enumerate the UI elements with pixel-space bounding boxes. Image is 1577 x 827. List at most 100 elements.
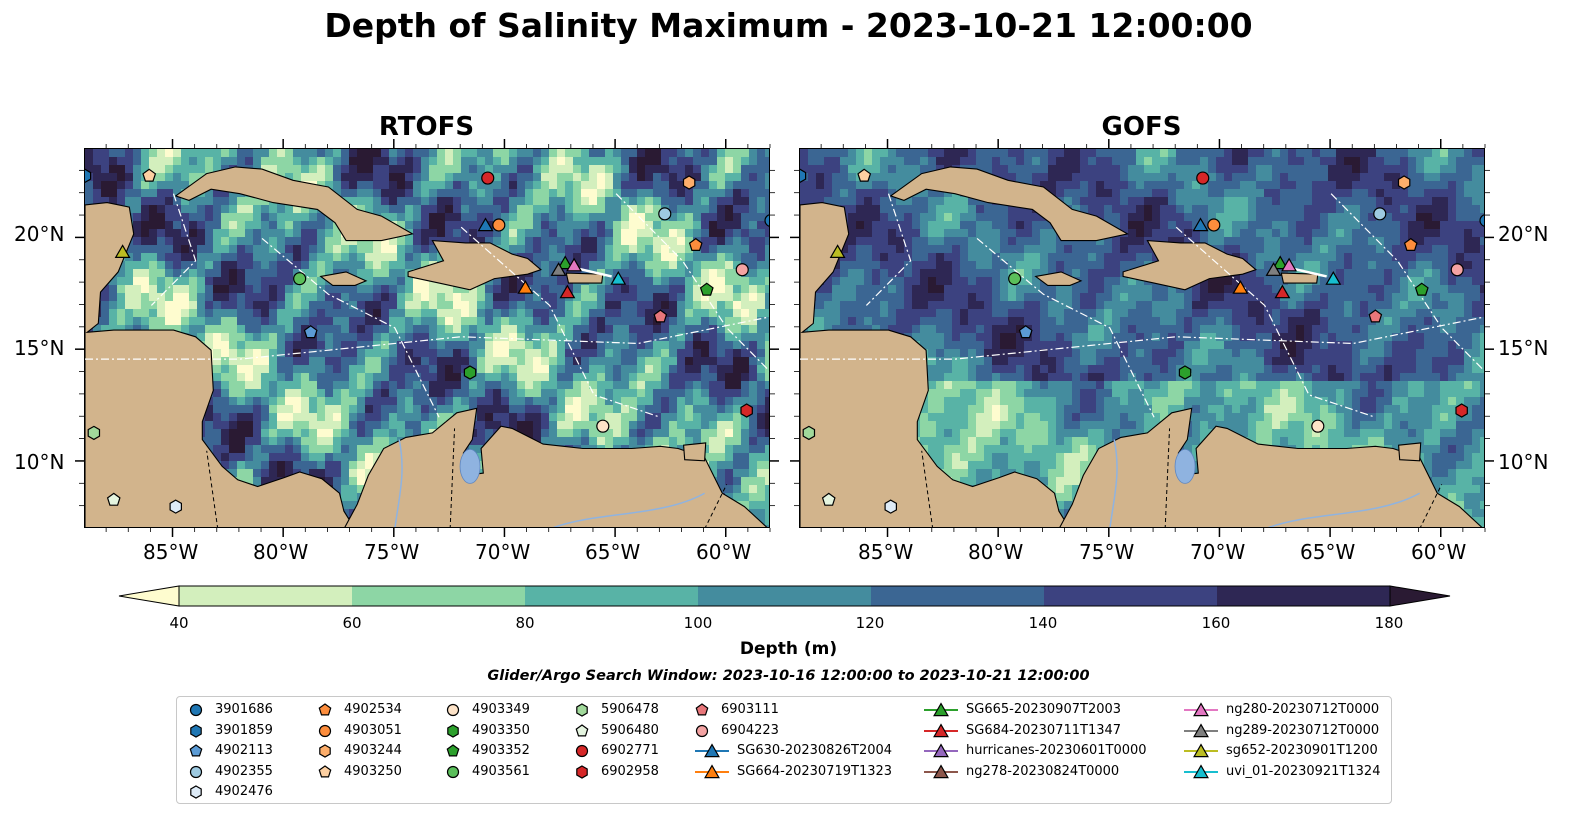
marker-4903051 [1207,218,1221,232]
legend-marker [933,763,949,778]
legend-label: SG684-20230711T1347 [966,722,1122,738]
colorbar [118,585,1451,607]
legend-marker [576,764,588,779]
circle-marker-icon [189,765,203,778]
marker-4902476 [884,499,898,514]
legend-label: 4903349 [472,702,530,717]
triangle-marker-icon [924,743,958,758]
legend-label: 4903561 [472,763,530,779]
marker-6903111 [653,309,668,323]
legend-label: 6902771 [601,743,659,758]
rtofs-lat-tick: 15°N [14,336,65,360]
rtofs-map [84,148,770,528]
pentagon-marker-icon [318,703,332,716]
legend-marker [1193,763,1209,778]
legend-label: SG630-20230826T2004 [737,743,893,758]
legend-marker [1193,743,1209,758]
marker-4903250 [142,168,157,182]
marker-4903244 [1397,175,1411,190]
legend-marker [933,702,949,717]
hexagon-marker-icon [190,723,202,738]
marker-3901859 [85,168,92,183]
legend-label: 6902958 [601,763,659,779]
gofs-lon-tick: 85°W [858,540,914,564]
marker-uvi_01-20230921T1324 [610,270,627,285]
marker-SG630-20230826T2004 [1192,217,1209,232]
pentagon-marker-icon [575,723,589,736]
marker-6902771 [1196,171,1210,185]
marker-4903250 [857,168,872,182]
marker-5906480 [821,492,836,506]
rtofs-lon-tick: 60°W [696,540,752,564]
legend-marker [189,703,203,717]
legend-label: 6904223 [721,722,779,738]
marker-3901686 [764,214,769,227]
legend-marker [695,724,709,737]
triangle-marker-icon [1184,722,1218,737]
legend-label: 4902476 [215,784,273,799]
legend-label: 4903051 [344,722,402,738]
legend-label: 4902355 [215,763,273,779]
marker-4902355 [1373,207,1387,221]
marker-uvi_01-20230921T1324 [1325,270,1342,285]
legend-marker [189,765,203,778]
legend-label: ng289-20230712T0000 [1226,722,1380,738]
legend-label: hurricanes-20230601T0000 [966,743,1147,758]
panel-title-rtofs: RTOFS [378,112,475,142]
gofs-lon-tick: 60°W [1411,540,1467,564]
hexagon-marker-icon [319,744,331,758]
marker-4902476 [169,499,183,514]
legend-label: 4902113 [215,743,273,758]
marker-4903352 [1414,282,1429,296]
legend-marker [933,743,949,758]
legend-label: 4903350 [472,722,530,738]
marker-4903561 [1008,272,1022,286]
legend-label: 4903250 [344,763,402,779]
marker-ng289-20230712T0000 [550,262,567,276]
legend-marker [190,785,202,799]
marker-6902958 [1455,403,1468,418]
gofs-lat-tick: 10°N [1498,450,1549,474]
legend-marker [190,723,202,738]
marker-5906478 [802,425,816,441]
triangle-marker-icon [924,702,958,717]
triangle-marker-icon [924,763,958,778]
marker-ng289-20230712T0000 [1265,262,1282,276]
legend-marker [319,744,331,758]
legend-marker [704,743,720,758]
rtofs-lat-tick: 20°N [14,222,65,246]
circle-marker-icon [446,703,460,717]
legend-label: ng278-20230824T0000 [966,763,1120,779]
marker-sg652-20230901T1200 [114,244,131,259]
hexagon-marker-icon [190,785,202,799]
marker-6903111 [1368,309,1383,323]
marker-ng280-20230712T0000 [1281,257,1298,272]
legend-label: 5906480 [601,722,659,738]
marker-4903349 [596,419,610,433]
legend-marker [318,703,332,716]
marker-6904223 [735,263,749,277]
legend-label: 4903352 [472,743,530,758]
legend-label: 3901859 [215,722,273,738]
hexagon-marker-icon [576,764,588,779]
colorbar-label: Depth (m) [739,639,838,659]
circle-marker-icon [446,765,460,778]
colorbar-tick: 160 [1201,614,1231,632]
circle-marker-icon [575,744,589,758]
circle-marker-icon [318,724,332,737]
marker-4903350 [1178,365,1192,380]
legend-marker [1193,702,1209,717]
colorbar-tick: 180 [1374,614,1404,632]
marker-4902113 [1018,325,1033,339]
marker-4903051 [492,218,506,232]
figure-title: Depth of Salinity Maximum - 2023-10-21 1… [324,6,1253,45]
colorbar-tick: 140 [1028,614,1058,632]
legend-marker [695,703,709,716]
marker-4903561 [293,272,307,286]
gofs-map [799,148,1485,528]
gofs-lon-tick: 70°W [1190,540,1246,564]
marker-4902113 [303,325,318,339]
marker-4903352 [699,282,714,296]
gofs-lon-tick: 75°W [1079,540,1135,564]
rtofs-lon-tick: 70°W [475,540,531,564]
